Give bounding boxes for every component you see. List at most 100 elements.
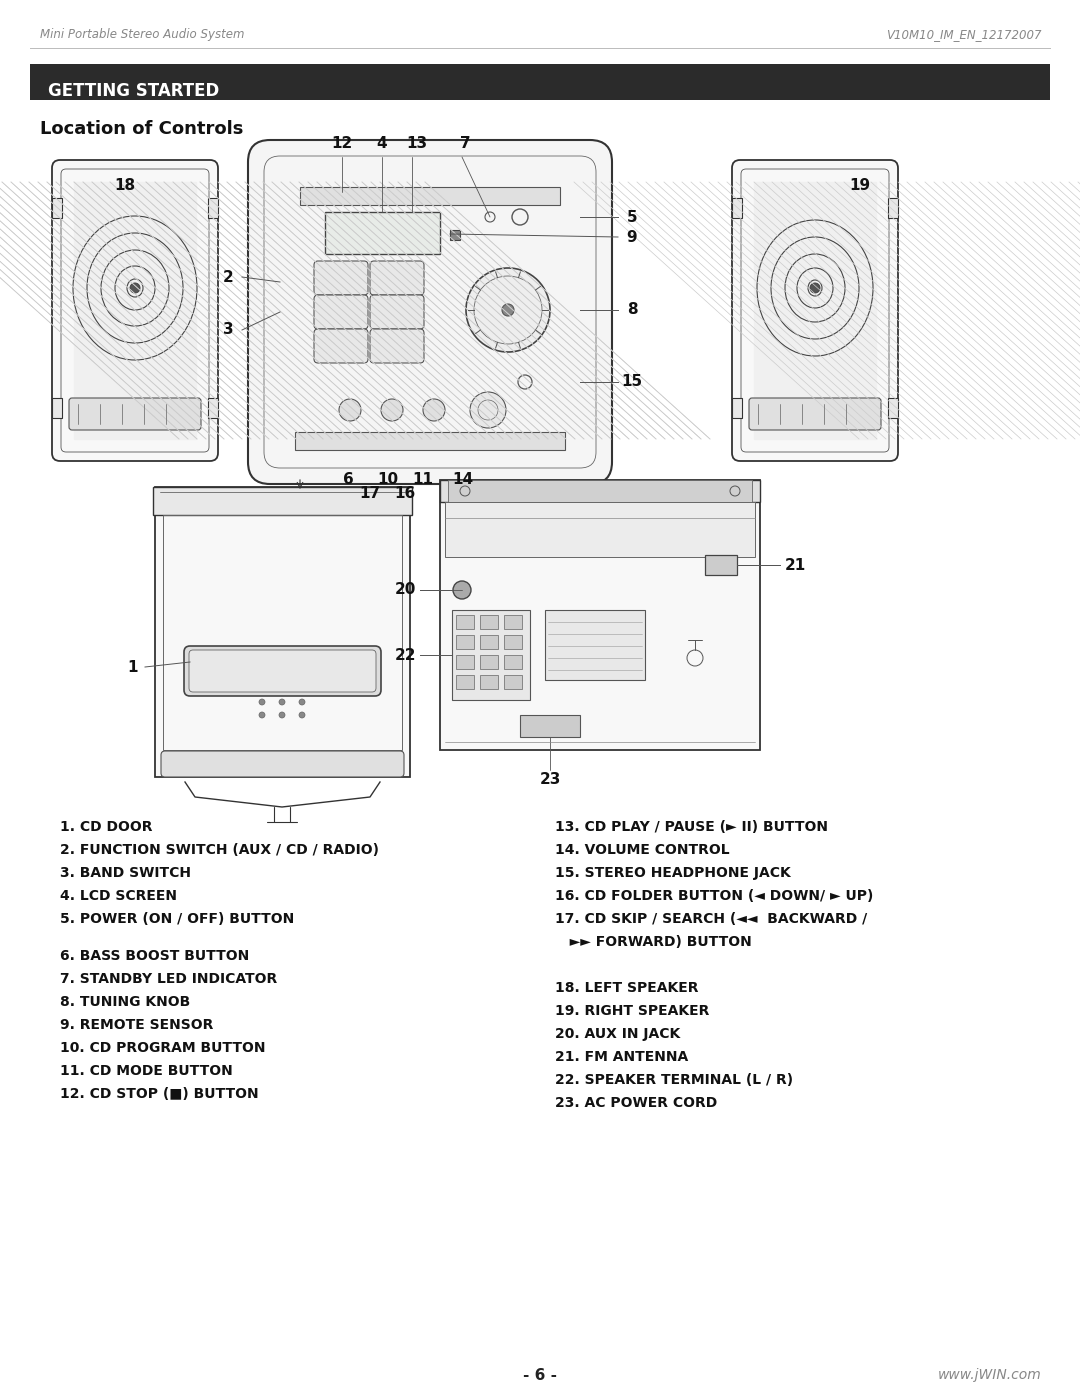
FancyBboxPatch shape bbox=[314, 330, 368, 363]
Text: 12: 12 bbox=[332, 137, 353, 151]
Text: ►► FORWARD) BUTTON: ►► FORWARD) BUTTON bbox=[555, 935, 752, 949]
Text: 2: 2 bbox=[222, 270, 233, 285]
Text: 16. CD FOLDER BUTTON (◄ DOWN/ ► UP): 16. CD FOLDER BUTTON (◄ DOWN/ ► UP) bbox=[555, 888, 874, 902]
Text: 10: 10 bbox=[377, 472, 399, 488]
Bar bbox=[888, 198, 897, 218]
Circle shape bbox=[470, 393, 507, 427]
Text: 1. CD DOOR: 1. CD DOOR bbox=[60, 820, 152, 834]
Bar bbox=[295, 432, 565, 450]
Bar bbox=[448, 481, 752, 502]
Text: 22: 22 bbox=[394, 647, 416, 662]
Bar bbox=[545, 610, 645, 680]
Bar bbox=[456, 615, 474, 629]
Text: 7. STANDBY LED INDICATOR: 7. STANDBY LED INDICATOR bbox=[60, 972, 278, 986]
Text: 17: 17 bbox=[360, 486, 380, 502]
Circle shape bbox=[423, 400, 445, 420]
Bar bbox=[440, 481, 760, 502]
Bar bbox=[456, 655, 474, 669]
FancyBboxPatch shape bbox=[184, 645, 381, 696]
Text: 3: 3 bbox=[222, 323, 233, 338]
Bar bbox=[325, 212, 440, 254]
Text: 17. CD SKIP / SEARCH (◄◄  BACKWARD /: 17. CD SKIP / SEARCH (◄◄ BACKWARD / bbox=[555, 912, 867, 926]
Text: 12. CD STOP (■) BUTTON: 12. CD STOP (■) BUTTON bbox=[60, 1087, 258, 1101]
Bar bbox=[445, 502, 755, 557]
Text: 6. BASS BOOST BUTTON: 6. BASS BOOST BUTTON bbox=[60, 949, 249, 963]
Bar bbox=[504, 655, 522, 669]
Text: 19. RIGHT SPEAKER: 19. RIGHT SPEAKER bbox=[555, 1004, 710, 1018]
Bar bbox=[888, 398, 897, 418]
Bar bbox=[480, 655, 498, 669]
Text: 10. CD PROGRAM BUTTON: 10. CD PROGRAM BUTTON bbox=[60, 1041, 266, 1055]
Bar bbox=[732, 398, 742, 418]
Text: 9. REMOTE SENSOR: 9. REMOTE SENSOR bbox=[60, 1018, 214, 1032]
Text: www.jWIN.com: www.jWIN.com bbox=[939, 1368, 1042, 1382]
Bar bbox=[52, 398, 62, 418]
Bar bbox=[208, 198, 218, 218]
Circle shape bbox=[453, 581, 471, 599]
Bar bbox=[453, 610, 530, 700]
Bar bbox=[52, 198, 62, 218]
FancyBboxPatch shape bbox=[189, 650, 376, 692]
Bar bbox=[450, 231, 460, 240]
Bar bbox=[504, 675, 522, 689]
Text: V10M10_IM_EN_12172007: V10M10_IM_EN_12172007 bbox=[887, 28, 1042, 41]
Text: Location of Controls: Location of Controls bbox=[40, 120, 243, 138]
Bar bbox=[156, 488, 410, 777]
Text: 15: 15 bbox=[621, 374, 643, 390]
Bar bbox=[440, 481, 760, 750]
FancyBboxPatch shape bbox=[370, 295, 424, 330]
Bar bbox=[480, 675, 498, 689]
Bar bbox=[732, 198, 742, 218]
Text: Mini Portable Stereo Audio System: Mini Portable Stereo Audio System bbox=[40, 28, 244, 41]
FancyBboxPatch shape bbox=[161, 752, 404, 777]
FancyBboxPatch shape bbox=[52, 161, 218, 461]
Text: 14. VOLUME CONTROL: 14. VOLUME CONTROL bbox=[555, 842, 730, 856]
Text: 2. FUNCTION SWITCH (AUX / CD / RADIO): 2. FUNCTION SWITCH (AUX / CD / RADIO) bbox=[60, 842, 379, 856]
Text: 7: 7 bbox=[460, 137, 470, 151]
Bar bbox=[163, 515, 402, 750]
Text: 21. FM ANTENNA: 21. FM ANTENNA bbox=[555, 1051, 688, 1065]
Circle shape bbox=[339, 400, 361, 420]
Text: 1: 1 bbox=[127, 659, 138, 675]
Bar bbox=[456, 636, 474, 650]
Text: 20. AUX IN JACK: 20. AUX IN JACK bbox=[555, 1027, 680, 1041]
Bar bbox=[480, 636, 498, 650]
FancyBboxPatch shape bbox=[69, 398, 201, 430]
Text: 4: 4 bbox=[377, 137, 388, 151]
Text: 11. CD MODE BUTTON: 11. CD MODE BUTTON bbox=[60, 1063, 233, 1078]
Text: 11: 11 bbox=[413, 472, 433, 488]
Text: 8: 8 bbox=[626, 303, 637, 317]
FancyBboxPatch shape bbox=[750, 398, 881, 430]
Text: 18: 18 bbox=[114, 177, 136, 193]
Circle shape bbox=[259, 698, 265, 705]
Text: 20: 20 bbox=[394, 583, 416, 598]
Circle shape bbox=[299, 712, 305, 718]
Text: - 6 -: - 6 - bbox=[523, 1368, 557, 1383]
Circle shape bbox=[299, 698, 305, 705]
FancyBboxPatch shape bbox=[314, 295, 368, 330]
Text: 18. LEFT SPEAKER: 18. LEFT SPEAKER bbox=[555, 981, 699, 995]
FancyBboxPatch shape bbox=[314, 261, 368, 295]
Bar bbox=[456, 675, 474, 689]
Text: 21: 21 bbox=[784, 557, 806, 573]
Circle shape bbox=[279, 698, 285, 705]
Circle shape bbox=[259, 712, 265, 718]
FancyBboxPatch shape bbox=[248, 140, 612, 483]
Text: 9: 9 bbox=[626, 229, 637, 244]
Bar bbox=[504, 615, 522, 629]
Text: 5. POWER (ON / OFF) BUTTON: 5. POWER (ON / OFF) BUTTON bbox=[60, 912, 294, 926]
Circle shape bbox=[810, 284, 820, 293]
Text: 14: 14 bbox=[453, 472, 473, 488]
Text: 19: 19 bbox=[850, 177, 870, 193]
Text: 23. AC POWER CORD: 23. AC POWER CORD bbox=[555, 1097, 717, 1111]
Text: 4. LCD SCREEN: 4. LCD SCREEN bbox=[60, 888, 177, 902]
Polygon shape bbox=[75, 182, 195, 439]
Text: 6: 6 bbox=[342, 472, 353, 488]
Circle shape bbox=[381, 400, 403, 420]
Bar bbox=[480, 615, 498, 629]
Circle shape bbox=[130, 284, 140, 293]
Circle shape bbox=[465, 268, 550, 352]
Circle shape bbox=[279, 712, 285, 718]
Text: 5: 5 bbox=[626, 210, 637, 225]
Text: 8. TUNING KNOB: 8. TUNING KNOB bbox=[60, 995, 190, 1009]
